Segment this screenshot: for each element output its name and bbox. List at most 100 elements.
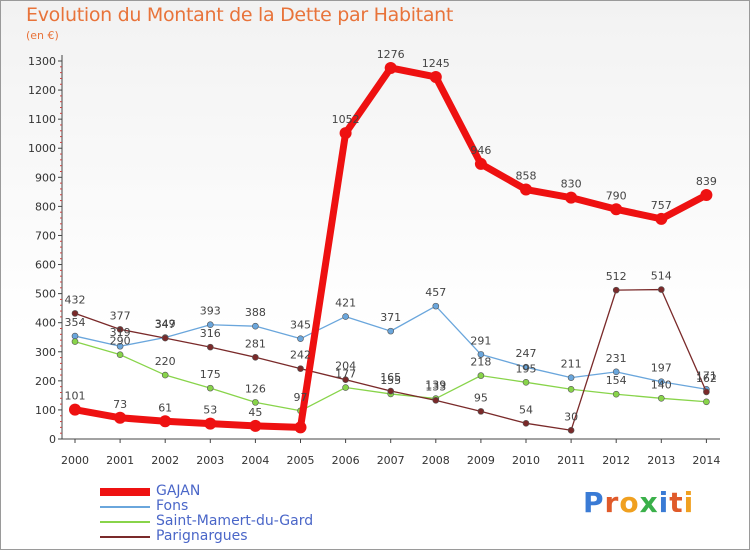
y-tick-label: 1100 bbox=[28, 113, 56, 126]
data-point bbox=[432, 397, 440, 404]
x-tick-label: 2008 bbox=[422, 454, 450, 467]
logo-letter: x bbox=[639, 486, 659, 519]
data-point bbox=[565, 191, 578, 204]
data-label: 61 bbox=[158, 401, 172, 414]
data-point bbox=[657, 286, 665, 293]
y-tick-label: 600 bbox=[35, 259, 56, 272]
data-label: 830 bbox=[561, 178, 582, 191]
legend-label: GAJAN bbox=[156, 483, 201, 499]
data-label: 858 bbox=[516, 170, 537, 183]
logo-letter: t bbox=[669, 486, 684, 519]
data-point bbox=[429, 70, 442, 83]
data-label: 195 bbox=[516, 362, 537, 375]
data-label: 220 bbox=[155, 355, 176, 368]
data-label: 162 bbox=[696, 372, 717, 385]
y-tick-label: 500 bbox=[35, 288, 56, 301]
data-point bbox=[477, 408, 485, 415]
y-tick-label: 400 bbox=[35, 317, 56, 330]
data-label: 126 bbox=[245, 382, 266, 395]
data-label: 177 bbox=[335, 368, 356, 381]
x-tick-label: 2006 bbox=[332, 454, 360, 467]
data-label: 247 bbox=[516, 347, 537, 360]
series-saint-mamert-du-gard bbox=[71, 338, 710, 415]
data-point bbox=[252, 322, 259, 330]
legend-label: Saint-Mamert-du-Gard bbox=[156, 513, 314, 529]
data-point bbox=[116, 326, 124, 333]
x-tick-label: 2004 bbox=[241, 454, 269, 467]
x-tick-label: 2011 bbox=[557, 454, 585, 467]
data-label: 133 bbox=[425, 380, 446, 393]
data-label: 290 bbox=[110, 335, 131, 348]
data-point bbox=[700, 189, 713, 202]
legend-swatch bbox=[100, 536, 150, 538]
logo-letter: i bbox=[658, 486, 670, 519]
data-point bbox=[477, 351, 485, 358]
y-tick-label: 1200 bbox=[28, 84, 56, 97]
data-point bbox=[252, 399, 259, 406]
logo-letter: i bbox=[683, 486, 695, 519]
data-point bbox=[612, 390, 620, 398]
data-point bbox=[703, 398, 710, 406]
y-tick-label: 1300 bbox=[28, 55, 56, 68]
data-label: 242 bbox=[290, 349, 311, 362]
data-point bbox=[71, 310, 79, 317]
y-tick-label: 900 bbox=[35, 171, 56, 184]
series-gajan bbox=[69, 61, 713, 434]
data-label: 319 bbox=[110, 326, 131, 339]
data-point bbox=[610, 203, 623, 216]
proxiti-logo: Proxiti bbox=[583, 486, 694, 519]
data-label: 514 bbox=[651, 270, 672, 283]
data-point bbox=[297, 335, 304, 342]
data-point bbox=[703, 388, 710, 396]
data-point bbox=[522, 363, 530, 371]
data-label: 95 bbox=[474, 391, 488, 404]
data-label: 347 bbox=[155, 318, 176, 331]
data-point bbox=[116, 351, 124, 358]
x-tick-label: 2014 bbox=[692, 454, 720, 467]
data-label: 946 bbox=[470, 144, 491, 157]
x-tick-label: 2010 bbox=[512, 454, 540, 467]
data-point bbox=[342, 313, 349, 320]
data-point bbox=[71, 338, 79, 345]
data-label: 512 bbox=[606, 270, 627, 283]
data-point bbox=[612, 368, 620, 376]
data-point bbox=[657, 394, 665, 402]
y-tick-label: 300 bbox=[35, 346, 56, 359]
data-point bbox=[657, 378, 665, 386]
data-label: 218 bbox=[470, 356, 491, 369]
legend-swatch bbox=[100, 506, 150, 508]
x-tick-label: 2000 bbox=[61, 454, 89, 467]
data-label: 291 bbox=[470, 334, 491, 347]
chart-title: Evolution du Montant de la Dette par Hab… bbox=[26, 4, 454, 26]
x-tick-label: 2002 bbox=[151, 454, 179, 467]
data-point bbox=[114, 411, 127, 424]
data-label: 231 bbox=[606, 352, 627, 365]
data-label: 204 bbox=[335, 360, 356, 373]
data-point bbox=[387, 327, 395, 335]
data-label: 839 bbox=[696, 175, 717, 188]
data-point bbox=[159, 415, 172, 428]
data-point bbox=[612, 286, 620, 294]
data-point bbox=[655, 212, 668, 225]
data-label: 457 bbox=[425, 286, 446, 299]
legend-swatch bbox=[100, 521, 150, 523]
series-parignargues bbox=[71, 286, 710, 434]
data-label: 757 bbox=[651, 199, 672, 212]
data-label: 54 bbox=[519, 403, 533, 416]
x-tick-label: 2013 bbox=[647, 454, 675, 467]
data-label: 211 bbox=[561, 358, 582, 371]
data-label: 175 bbox=[200, 368, 221, 381]
data-label: 139 bbox=[425, 379, 446, 392]
data-point bbox=[567, 426, 575, 434]
x-tick-label: 2012 bbox=[602, 454, 630, 467]
data-label: 388 bbox=[245, 306, 266, 319]
x-tick-label: 2001 bbox=[106, 454, 134, 467]
y-tick-label: 1000 bbox=[28, 142, 56, 155]
data-label: 1276 bbox=[377, 48, 405, 61]
data-point bbox=[161, 371, 169, 379]
data-point bbox=[249, 419, 262, 432]
data-point bbox=[339, 127, 352, 140]
chart-subtitle: (en €) bbox=[26, 29, 59, 42]
logo-letter: r bbox=[604, 486, 620, 519]
